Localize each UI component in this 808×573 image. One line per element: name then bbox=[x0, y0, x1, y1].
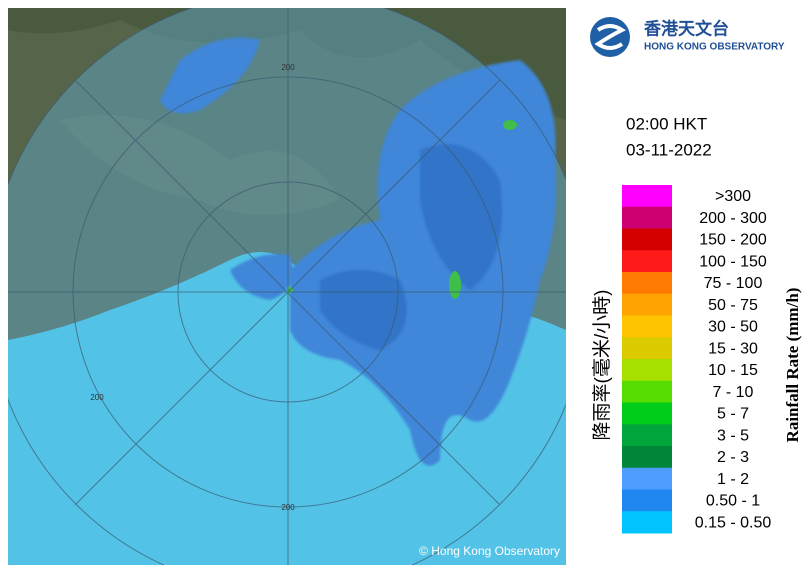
legend-label: 150 - 200 bbox=[699, 232, 767, 249]
date: 03-11-2022 bbox=[626, 140, 712, 159]
legend-swatch bbox=[622, 511, 672, 534]
logo-icon bbox=[594, 24, 626, 50]
range-label: 200 bbox=[281, 503, 295, 512]
legend-title-english: Rainfall Rate (mm/h) bbox=[783, 288, 802, 443]
legend-swatch bbox=[622, 359, 672, 382]
legend-label: 50 - 75 bbox=[708, 297, 758, 314]
legend-label: 0.15 - 0.50 bbox=[695, 514, 772, 531]
legend-swatch bbox=[622, 380, 672, 403]
rain-echoes bbox=[160, 37, 556, 466]
legend-label: 75 - 100 bbox=[704, 275, 763, 292]
legend-swatch bbox=[622, 489, 672, 512]
legend-swatch bbox=[622, 424, 672, 447]
legend-swatch bbox=[622, 250, 672, 273]
legend-swatch bbox=[622, 185, 672, 208]
legend-swatch bbox=[622, 272, 672, 295]
range-rings bbox=[8, 8, 566, 565]
legend-swatch bbox=[622, 446, 672, 469]
copyright: © Hong Kong Observatory bbox=[419, 544, 560, 558]
legend-swatch bbox=[622, 315, 672, 338]
logo-chinese: 香港天文台 bbox=[644, 18, 729, 38]
legend-swatch bbox=[622, 337, 672, 360]
legend-label: 200 - 300 bbox=[699, 210, 767, 227]
range-label: 200 bbox=[281, 63, 295, 72]
range-label: 200 bbox=[90, 393, 104, 402]
legend: >300 200 - 300 150 - 200 100 - 150 75 - 100 5… bbox=[622, 185, 771, 534]
legend-label: 100 - 150 bbox=[699, 253, 767, 270]
legend-swatch bbox=[622, 228, 672, 251]
legend-title-chinese: 降雨率(毫米/小時) bbox=[591, 290, 613, 441]
logo-english: HONG KONG OBSERVATORY bbox=[644, 42, 785, 53]
logo: 香港天文台 HONG KONG OBSERVATORY bbox=[590, 17, 785, 57]
legend-label: 30 - 50 bbox=[708, 319, 758, 336]
rain-echoes bbox=[320, 144, 502, 350]
legend-label: >300 bbox=[715, 188, 751, 205]
radar-map: 200 200 200 © Hong Kong Observatory bbox=[8, 8, 566, 565]
legend-swatch bbox=[622, 402, 672, 425]
legend-label: 7 - 10 bbox=[713, 384, 754, 401]
legend-label: 10 - 15 bbox=[708, 362, 758, 379]
legend-label: 0.50 - 1 bbox=[706, 493, 760, 510]
legend-label: 1 - 2 bbox=[717, 471, 749, 488]
time: 02:00 HKT bbox=[626, 114, 707, 133]
legend-label: 15 - 30 bbox=[708, 340, 758, 357]
legend-swatch bbox=[622, 293, 672, 316]
legend-label: 3 - 5 bbox=[717, 427, 749, 444]
legend-swatch bbox=[622, 206, 672, 229]
legend-label: 2 - 3 bbox=[717, 449, 749, 466]
legend-swatch bbox=[622, 467, 672, 490]
legend-label: 5 - 7 bbox=[717, 406, 749, 423]
